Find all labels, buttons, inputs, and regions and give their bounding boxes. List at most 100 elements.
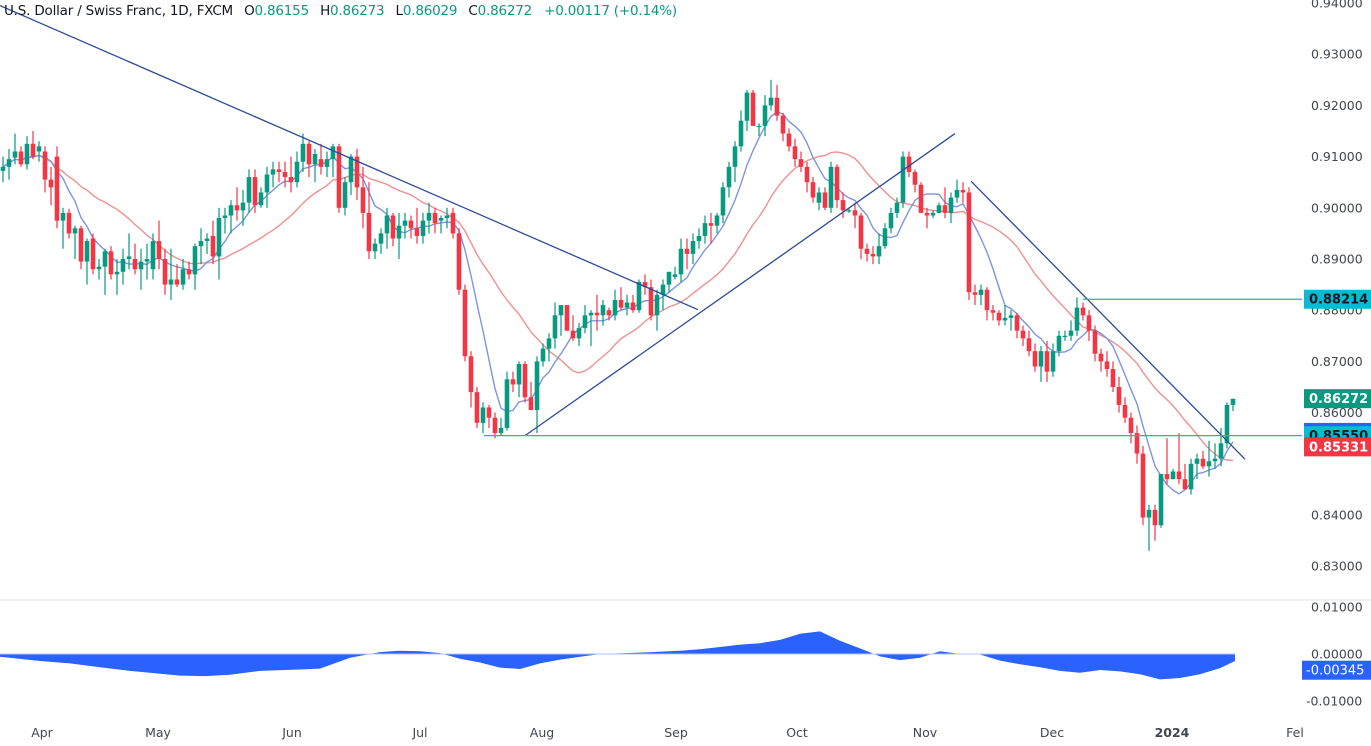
candle[interactable] <box>234 187 240 221</box>
candle[interactable] <box>1026 330 1032 357</box>
candle[interactable] <box>1230 398 1236 412</box>
candle[interactable] <box>1164 438 1170 485</box>
candle[interactable] <box>1008 310 1014 331</box>
oscillator-axis[interactable]: 0.01000 0.00000 -0.01000 -0.00345 <box>1302 600 1371 709</box>
candle[interactable] <box>144 243 150 280</box>
candle[interactable] <box>576 323 582 347</box>
candle[interactable] <box>72 225 78 259</box>
time-axis[interactable]: Apr May Jun Jul Aug Sep Oct Nov Dec 2024 Fel <box>31 725 1304 740</box>
candle[interactable] <box>384 207 390 249</box>
candle[interactable] <box>30 131 36 160</box>
candle[interactable] <box>1104 351 1110 377</box>
candle[interactable] <box>726 161 732 198</box>
candle[interactable] <box>588 310 594 347</box>
candle[interactable] <box>312 148 318 183</box>
candle[interactable] <box>834 164 840 208</box>
candle[interactable] <box>696 228 702 249</box>
candle[interactable] <box>906 151 912 178</box>
candle[interactable] <box>774 84 780 121</box>
candle[interactable] <box>546 333 552 362</box>
candle[interactable] <box>762 95 768 137</box>
candle[interactable] <box>270 161 276 188</box>
candle[interactable] <box>1110 361 1116 393</box>
candle[interactable] <box>162 248 168 295</box>
candle[interactable] <box>1050 343 1056 377</box>
candle[interactable] <box>402 212 408 239</box>
candle[interactable] <box>918 182 924 213</box>
candle[interactable] <box>798 151 804 172</box>
candle[interactable] <box>948 192 954 224</box>
candle[interactable] <box>792 138 798 167</box>
candle[interactable] <box>510 371 516 393</box>
candle[interactable] <box>552 302 558 349</box>
candle[interactable] <box>264 166 270 208</box>
candle[interactable] <box>42 146 48 193</box>
candle[interactable] <box>252 169 258 213</box>
price-axis[interactable]: 0.94000 0.93000 0.92000 0.91000 0.90000 0.890… <box>1304 0 1371 574</box>
candle[interactable] <box>54 146 60 229</box>
candle[interactable] <box>822 187 828 211</box>
candle[interactable] <box>222 207 228 234</box>
candle[interactable] <box>288 156 294 193</box>
drawings[interactable] <box>0 4 1302 460</box>
candle[interactable] <box>528 381 534 411</box>
candle[interactable] <box>1140 445 1146 526</box>
candle[interactable] <box>1170 468 1176 480</box>
candle[interactable] <box>6 148 12 180</box>
candle[interactable] <box>972 284 978 306</box>
candle[interactable] <box>66 208 72 239</box>
candle[interactable] <box>330 143 336 178</box>
candle[interactable] <box>216 207 222 280</box>
candle[interactable] <box>606 307 612 321</box>
trendline[interactable] <box>0 4 699 311</box>
candle[interactable] <box>954 179 960 203</box>
candle[interactable] <box>864 243 870 262</box>
candle[interactable] <box>24 136 30 170</box>
candle[interactable] <box>780 113 786 142</box>
candle[interactable] <box>150 233 156 280</box>
candle[interactable] <box>858 212 864 259</box>
candle[interactable] <box>810 177 816 203</box>
candle[interactable] <box>654 289 660 331</box>
candle[interactable] <box>444 207 450 229</box>
candle[interactable] <box>390 212 396 247</box>
candle[interactable] <box>372 238 378 259</box>
candle[interactable] <box>174 264 180 288</box>
candle[interactable] <box>210 220 216 265</box>
candle[interactable] <box>60 207 66 249</box>
candle[interactable] <box>240 189 246 226</box>
candle[interactable] <box>1122 397 1128 423</box>
trendline[interactable] <box>970 180 1246 460</box>
candle[interactable] <box>282 161 288 188</box>
candle[interactable] <box>882 223 888 249</box>
candle[interactable] <box>18 146 24 167</box>
price-candles[interactable] <box>0 79 1236 551</box>
candle[interactable] <box>888 207 894 234</box>
candle[interactable] <box>1002 305 1008 326</box>
candle[interactable] <box>1116 376 1122 413</box>
candle[interactable] <box>48 166 54 206</box>
candle[interactable] <box>1080 302 1086 321</box>
candle[interactable] <box>318 143 324 175</box>
candle[interactable] <box>678 238 684 283</box>
candle[interactable] <box>420 212 426 244</box>
candle[interactable] <box>816 187 822 211</box>
candle[interactable] <box>714 212 720 234</box>
candle[interactable] <box>1158 474 1164 528</box>
candle[interactable] <box>618 287 624 311</box>
candle[interactable] <box>624 294 630 316</box>
candle[interactable] <box>648 279 654 321</box>
candle[interactable] <box>630 294 636 313</box>
candle[interactable] <box>558 305 564 336</box>
candle[interactable] <box>456 228 462 295</box>
candle[interactable] <box>306 141 312 178</box>
candle[interactable] <box>336 143 342 213</box>
candle[interactable] <box>258 187 264 208</box>
candle[interactable] <box>1056 330 1062 357</box>
candle[interactable] <box>408 215 414 239</box>
candle[interactable] <box>1038 346 1044 382</box>
candle[interactable] <box>1068 320 1074 341</box>
candle[interactable] <box>570 315 576 341</box>
candle[interactable] <box>228 200 234 234</box>
candle[interactable] <box>804 161 810 193</box>
